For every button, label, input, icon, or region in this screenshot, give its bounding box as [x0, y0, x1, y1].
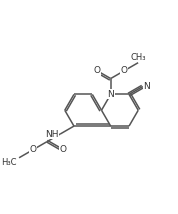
Text: NH: NH	[45, 129, 58, 138]
Text: CH₃: CH₃	[130, 53, 146, 62]
Text: N: N	[107, 90, 114, 99]
Text: O: O	[59, 145, 66, 154]
Text: O: O	[121, 66, 128, 75]
Text: N: N	[143, 82, 150, 91]
Text: H₃C: H₃C	[1, 158, 16, 167]
Text: O: O	[93, 66, 100, 75]
Text: O: O	[29, 145, 36, 154]
